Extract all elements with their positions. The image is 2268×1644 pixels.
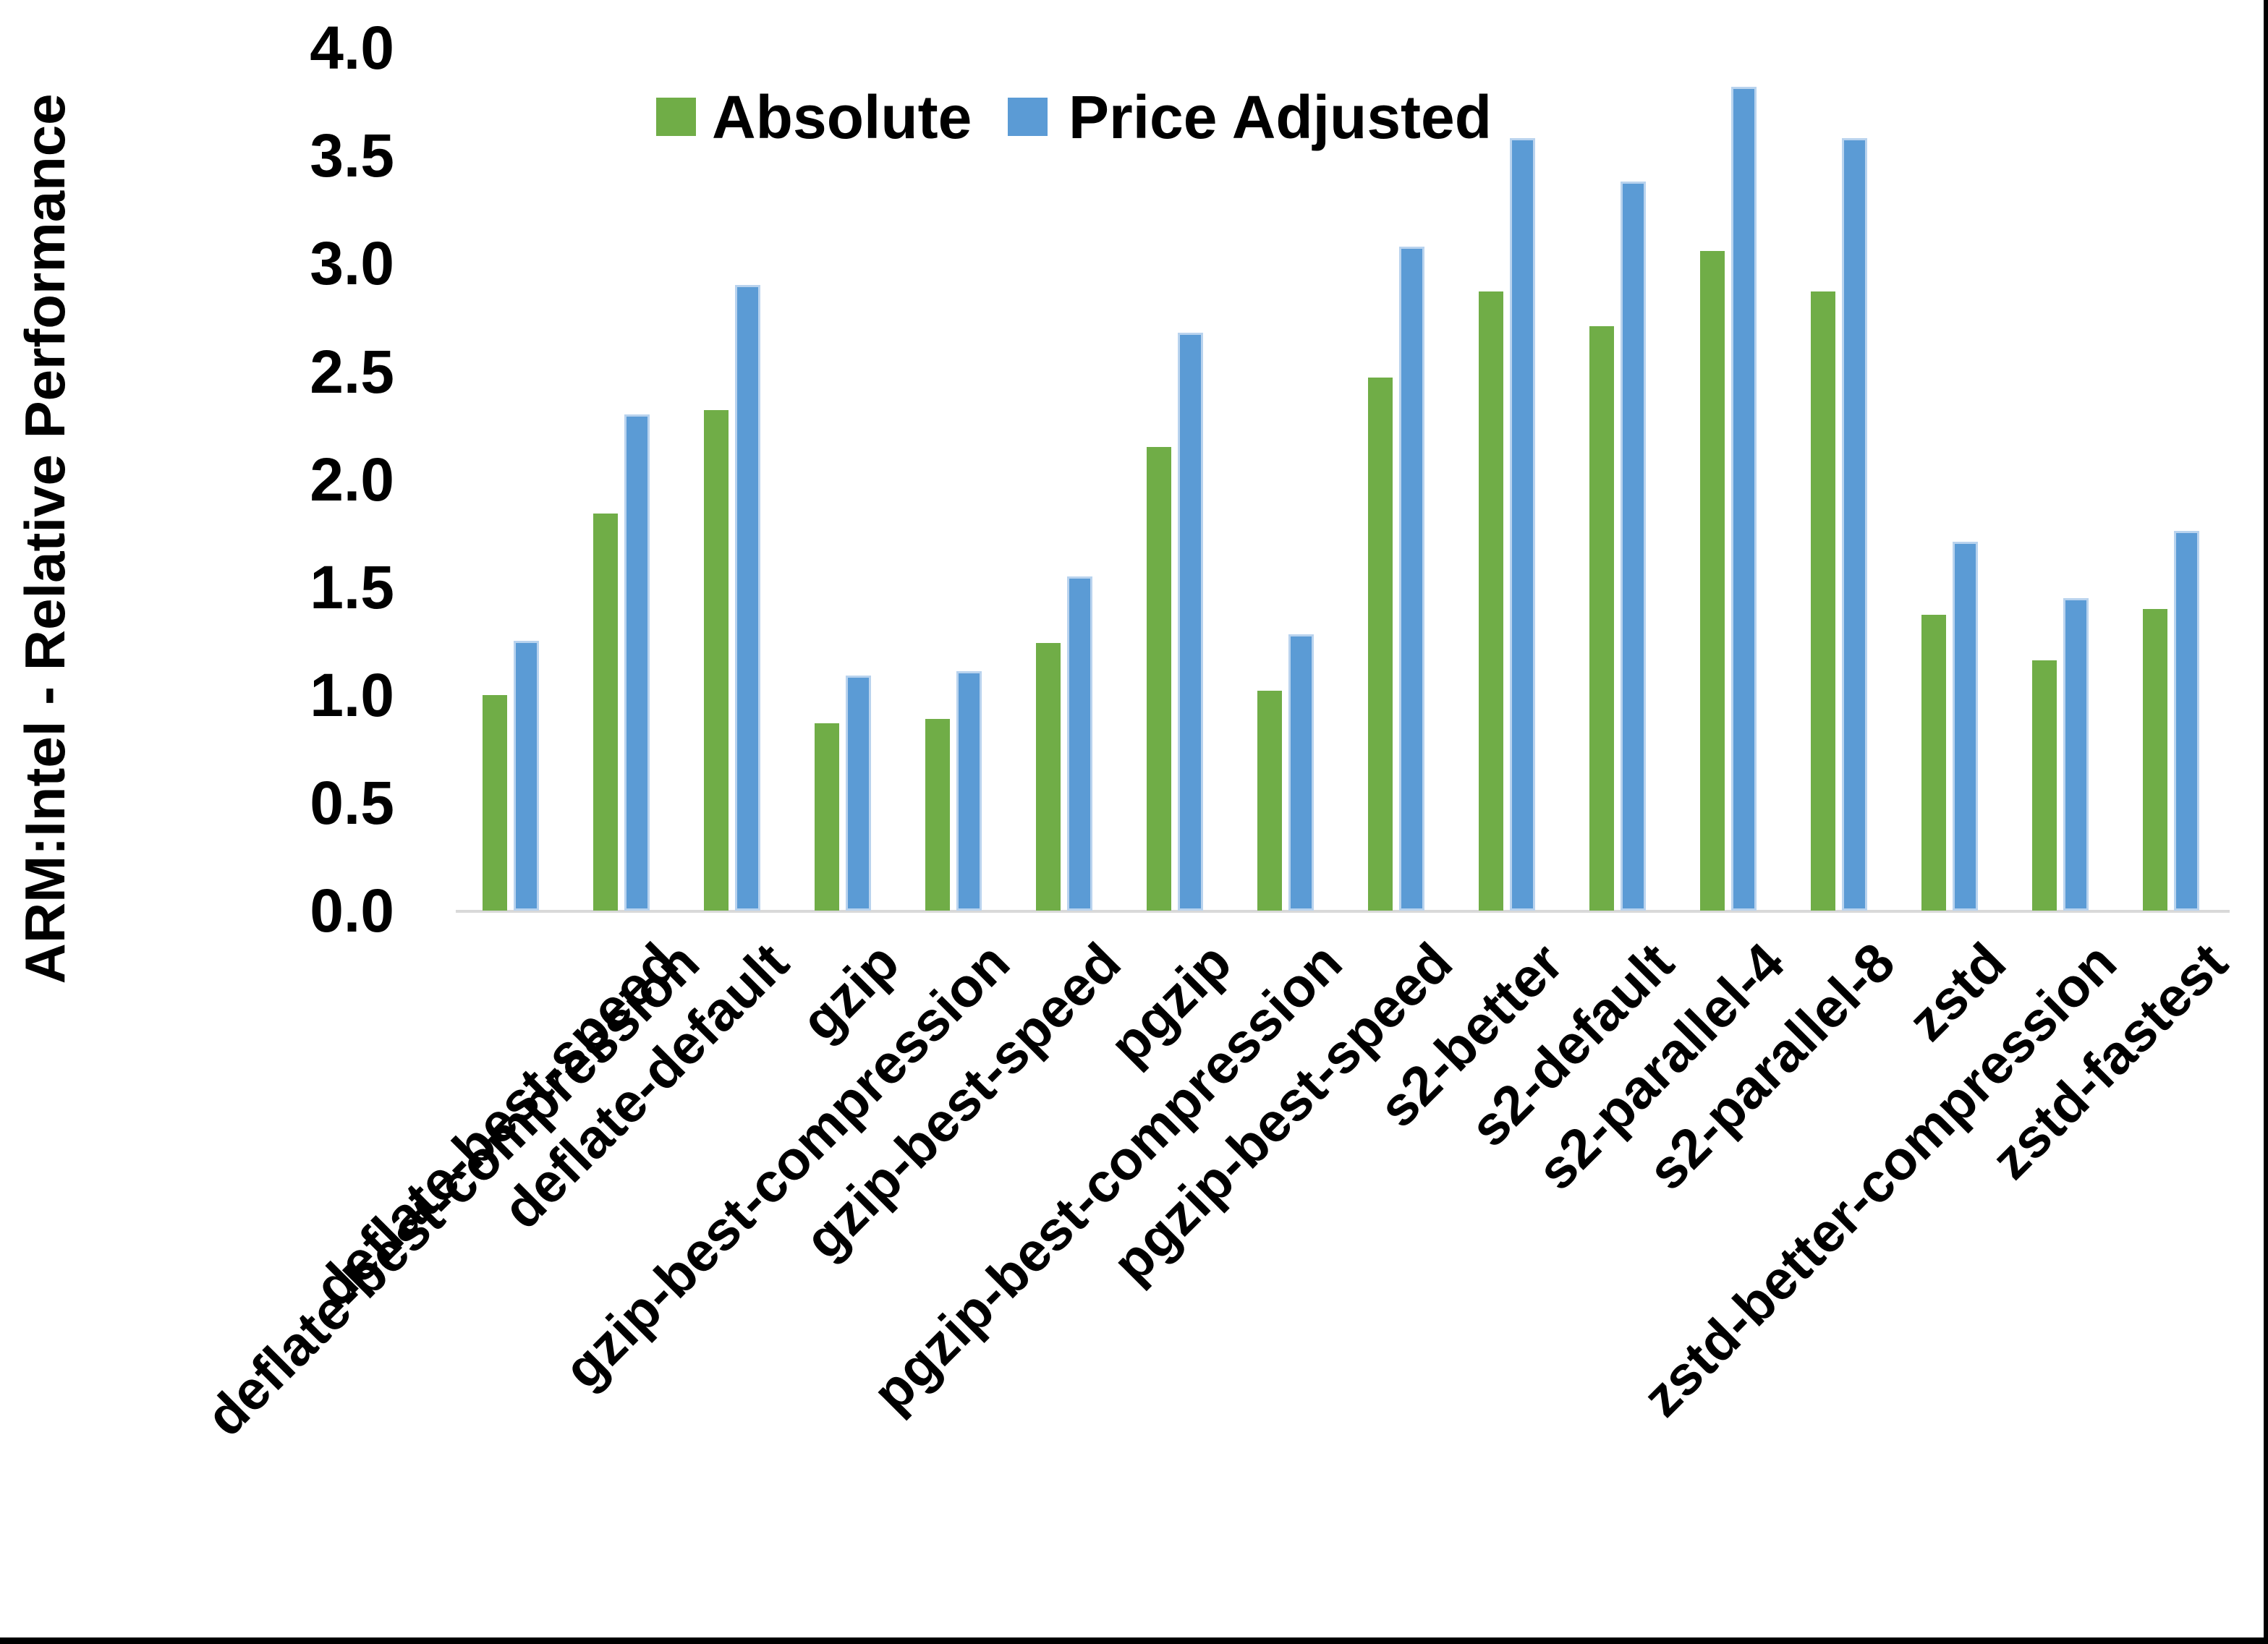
x-axis-label-pgzip-best-compression: pgzip-best-compression bbox=[860, 931, 1354, 1425]
x-axis-label-s2-default: s2-default bbox=[1458, 931, 1686, 1159]
x-axis-label-row: gzip bbox=[0, 932, 911, 1053]
bar-price-adjusted-s2-parallel-8 bbox=[1842, 138, 1867, 911]
x-axis-label-s2-better: s2-better bbox=[1367, 931, 1575, 1139]
x-axis-label-row: gzip-best-speed bbox=[0, 932, 1132, 1271]
legend-label-price-adjusted: Price Adjusted bbox=[1069, 83, 1492, 151]
y-axis-tick-label: 3.0 bbox=[310, 229, 394, 297]
bar-price-adjusted-deflate-best-compression bbox=[514, 641, 539, 911]
bar-price-adjusted-zstd-fastest bbox=[2174, 531, 2199, 911]
legend-label-absolute: Absolute bbox=[712, 83, 972, 151]
y-axis-tick-label: 1.0 bbox=[310, 661, 394, 729]
bar-absolute-pgzip-best-speed bbox=[1368, 378, 1393, 911]
bar-absolute-s2-parallel-4 bbox=[1700, 251, 1725, 911]
x-axis-label-row: s2-parallel-8 bbox=[0, 932, 1907, 1202]
bar-price-adjusted-pgzip-best-compression bbox=[1288, 634, 1314, 911]
bar-price-adjusted-zstd bbox=[1953, 542, 1978, 911]
frame-border-right bbox=[2264, 0, 2268, 1644]
x-axis-label-row: deflate-best-compression bbox=[0, 932, 711, 1448]
x-axis-label-row: pgzip-best-speed bbox=[0, 932, 1464, 1295]
y-axis-tick-label: 4.0 bbox=[310, 14, 394, 82]
x-axis-label-gzip-best-compression: gzip-best-compression bbox=[552, 931, 1022, 1401]
y-axis-tick-label: 1.5 bbox=[310, 553, 394, 621]
frame-border-bottom bbox=[0, 1637, 2268, 1644]
bar-price-adjusted-deflate-best-speed bbox=[624, 414, 650, 911]
bar-price-adjusted-s2-default bbox=[1621, 182, 1646, 911]
bar-absolute-pgzip-best-compression bbox=[1257, 691, 1282, 911]
legend-swatch-absolute bbox=[656, 98, 696, 136]
bar-absolute-s2-default bbox=[1589, 326, 1614, 911]
x-axis-label-deflate-best-speed: deflate-best-speed bbox=[302, 931, 689, 1319]
y-axis-tick-label: 2.5 bbox=[310, 338, 394, 406]
bar-absolute-s2-parallel-8 bbox=[1811, 291, 1835, 911]
x-axis-label-deflate-default: deflate-default bbox=[490, 931, 800, 1241]
x-axis-label-zstd-better-compression: zstd-better-compression bbox=[1631, 931, 2128, 1429]
bar-absolute-deflate-best-compression bbox=[483, 695, 507, 911]
x-axis-label-pgzip-best-speed: pgzip-best-speed bbox=[1100, 931, 1464, 1295]
x-axis-label-deflate-best-compression: deflate-best-compression bbox=[194, 931, 711, 1448]
x-axis-label-row: pgzip-best-compression bbox=[0, 932, 1354, 1424]
bar-absolute-s2-better bbox=[1479, 291, 1503, 911]
bar-price-adjusted-pgzip-best-speed bbox=[1399, 247, 1424, 911]
x-axis-label-gzip-best-speed: gzip-best-speed bbox=[792, 931, 1132, 1272]
x-axis-label-row: s2-parallel-4 bbox=[0, 932, 1796, 1202]
legend-swatch-price-adjusted bbox=[1008, 98, 1048, 136]
x-axis-label-row: gzip-best-compression bbox=[0, 932, 1022, 1400]
bar-absolute-deflate-default bbox=[704, 410, 729, 911]
bar-absolute-pgzip bbox=[1147, 447, 1171, 911]
x-axis-label-zstd-fastest: zstd-fastest bbox=[1979, 931, 2239, 1191]
bar-absolute-gzip-best-speed bbox=[1036, 643, 1061, 911]
x-axis-label-s2-parallel-8: s2-parallel-8 bbox=[1636, 931, 1907, 1202]
y-axis-tick-label: 0.0 bbox=[310, 877, 394, 945]
bar-absolute-zstd-better-compression bbox=[2032, 660, 2057, 911]
y-axis-tick-label: 0.5 bbox=[310, 769, 394, 837]
bar-price-adjusted-gzip bbox=[846, 676, 871, 911]
x-axis-label-pgzip: pgzip bbox=[1097, 931, 1243, 1077]
x-axis-label-row: s2-better bbox=[0, 932, 1575, 1139]
bar-price-adjusted-zstd-better-compression bbox=[2063, 598, 2089, 911]
bar-price-adjusted-pgzip bbox=[1178, 333, 1203, 911]
bar-absolute-deflate-best-speed bbox=[593, 514, 618, 911]
bar-price-adjusted-gzip-best-compression bbox=[956, 671, 982, 911]
bar-absolute-zstd bbox=[1921, 615, 1946, 911]
bar-price-adjusted-gzip-best-speed bbox=[1067, 576, 1092, 911]
x-axis-label-s2-parallel-4: s2-parallel-4 bbox=[1526, 931, 1796, 1202]
x-axis-label-row: zstd bbox=[0, 932, 2018, 1053]
bar-absolute-gzip-best-compression bbox=[925, 719, 950, 911]
x-axis-label-row: pgzip bbox=[0, 932, 1243, 1076]
bar-absolute-gzip bbox=[815, 723, 839, 911]
y-axis-tick-label: 3.5 bbox=[310, 122, 394, 189]
x-axis-label-gzip: gzip bbox=[789, 931, 911, 1053]
x-axis-line bbox=[456, 910, 2230, 913]
x-axis-label-row: s2-default bbox=[0, 932, 1686, 1159]
bar-price-adjusted-deflate-default bbox=[735, 285, 760, 911]
x-axis-label-zstd: zstd bbox=[1896, 931, 2018, 1053]
bar-absolute-zstd-fastest bbox=[2143, 609, 2167, 911]
y-axis-tick-label: 2.0 bbox=[310, 446, 394, 514]
bar-price-adjusted-s2-better bbox=[1510, 138, 1535, 911]
bar-price-adjusted-s2-parallel-4 bbox=[1731, 87, 1757, 911]
